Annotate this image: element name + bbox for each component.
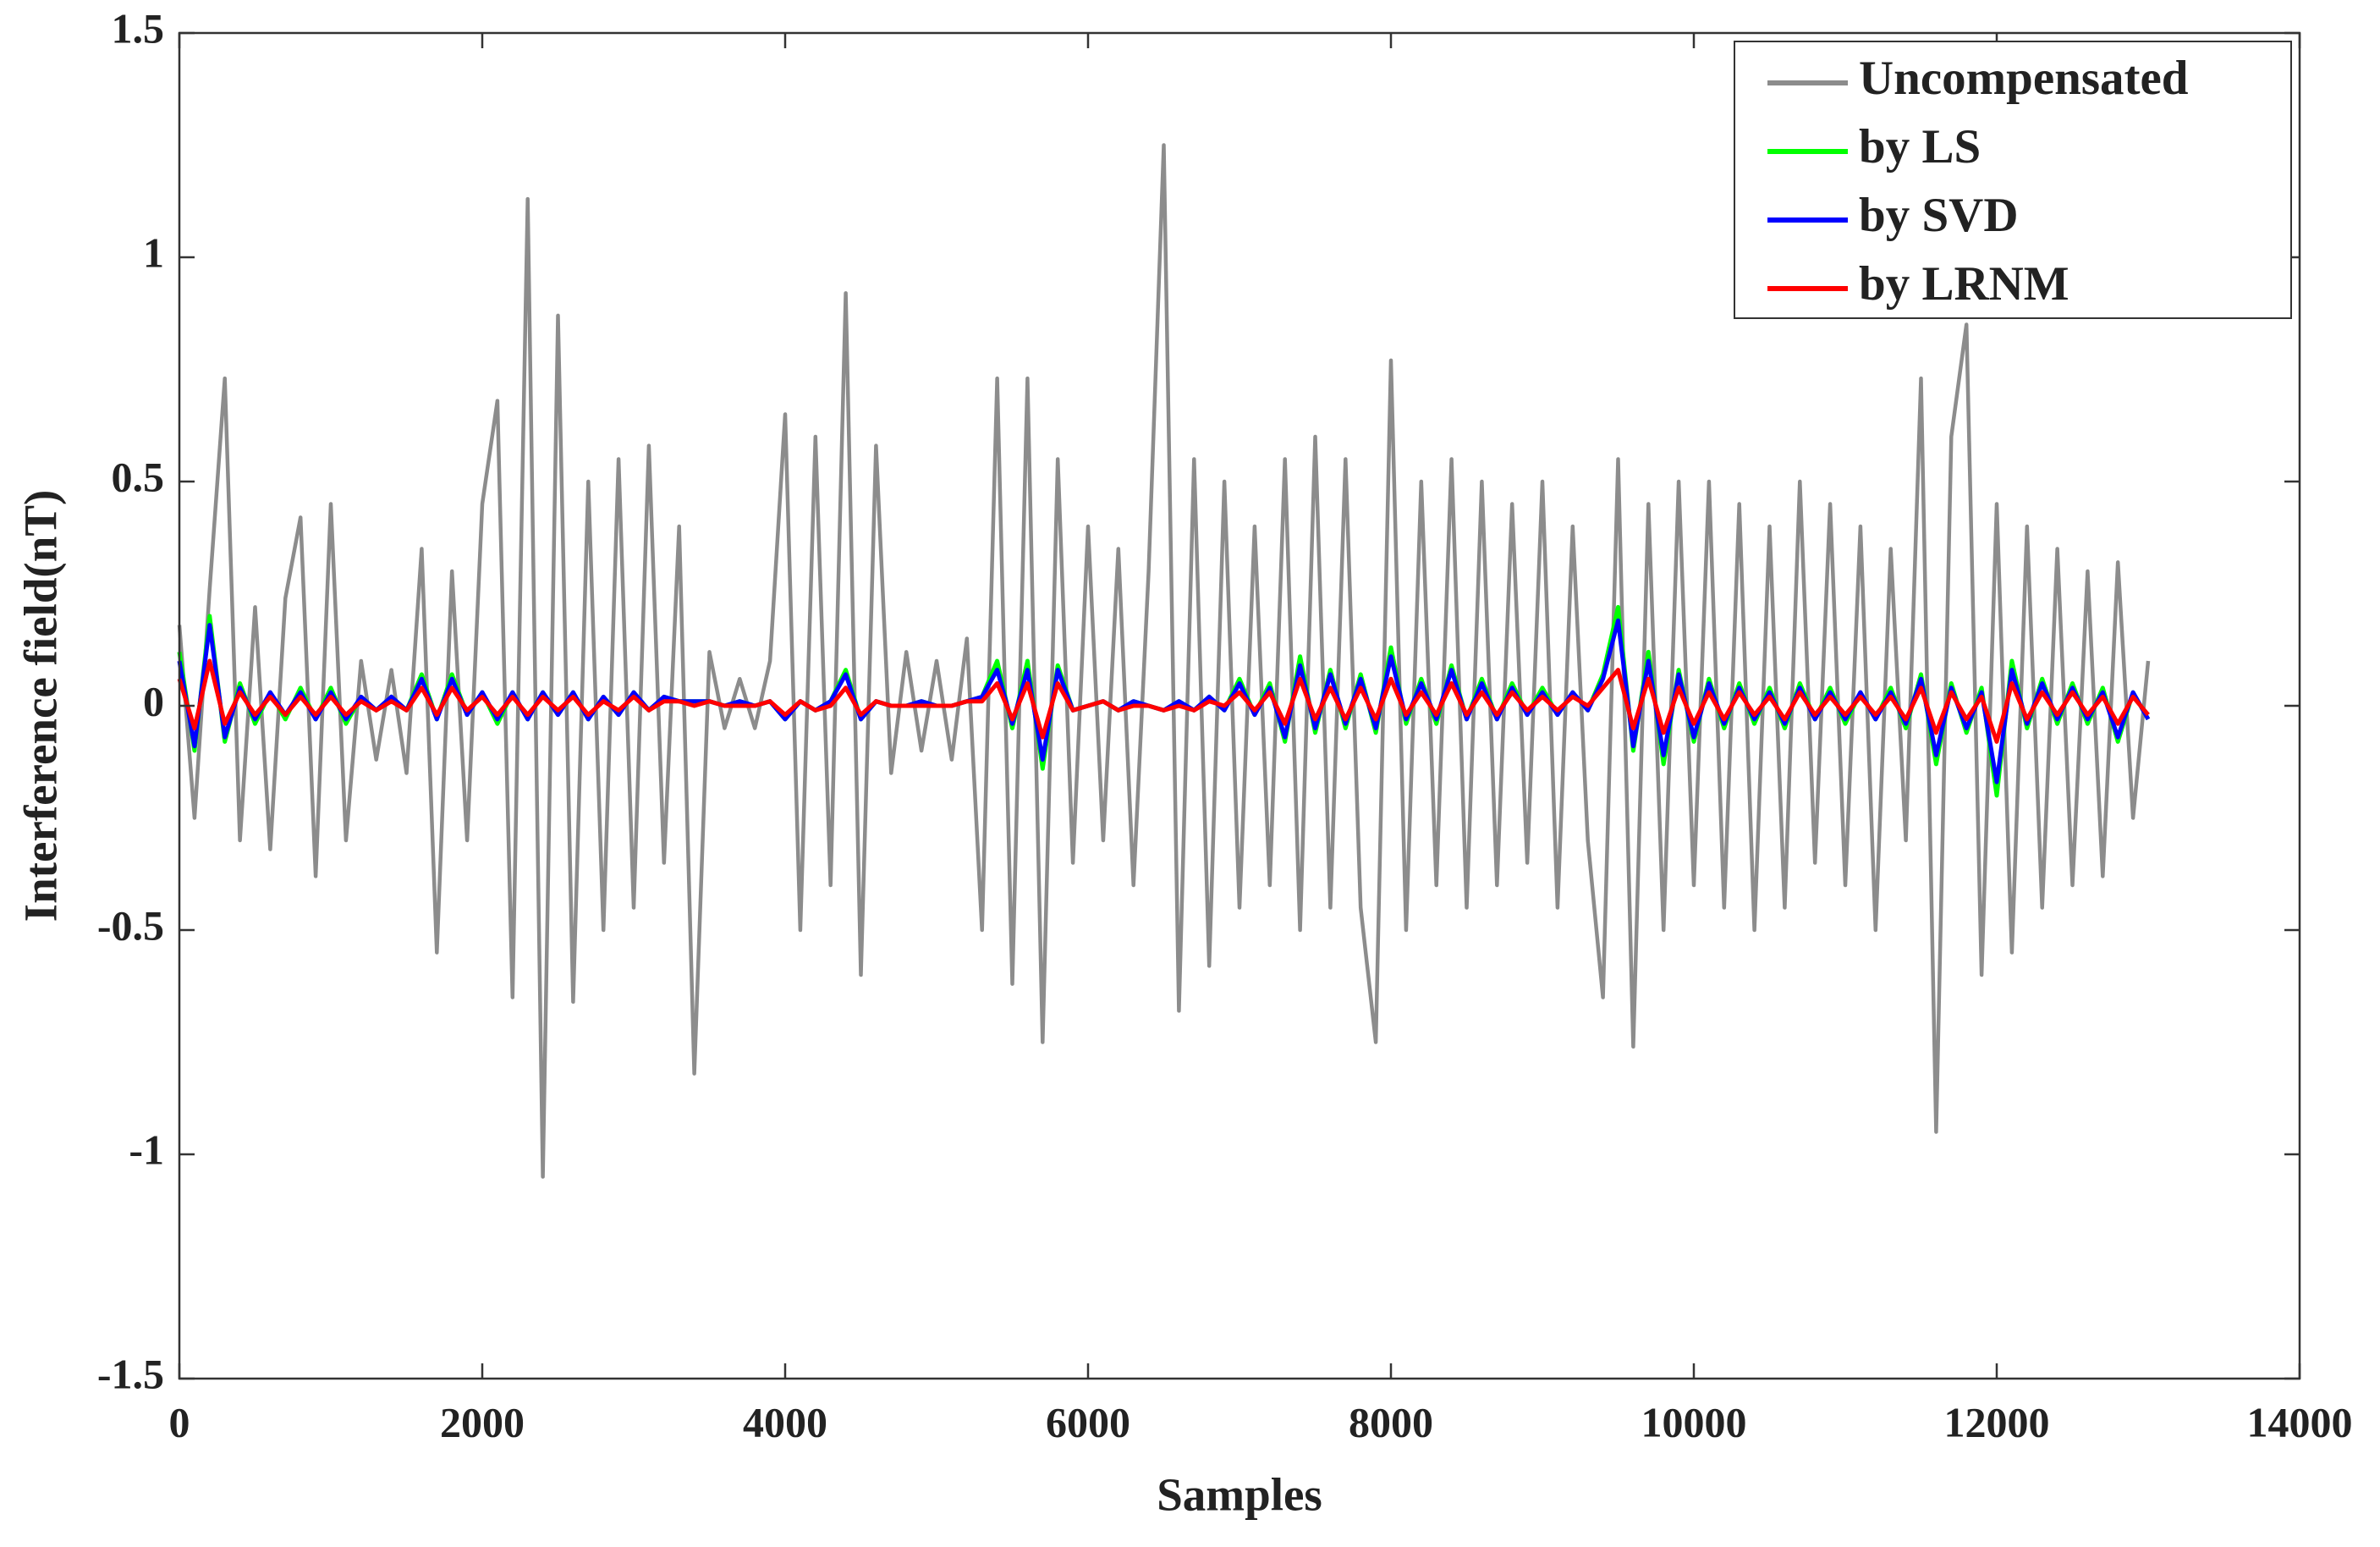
y-tick-label: 1 bbox=[143, 228, 164, 276]
x-tick-label: 0 bbox=[169, 1398, 190, 1445]
legend-box bbox=[1734, 41, 2292, 319]
legend-label: by SVD bbox=[1859, 189, 2018, 242]
y-tick-label: 0 bbox=[143, 677, 164, 724]
legend: Uncompensated by LS by SVD by LRNM bbox=[1734, 41, 2292, 319]
x-tick-label: 12000 bbox=[1944, 1398, 2050, 1445]
x-tick-label: 6000 bbox=[1046, 1398, 1130, 1445]
x-tick-label: 8000 bbox=[1349, 1398, 1433, 1445]
series-line bbox=[177, 143, 2151, 1179]
legend-label: by LRNM bbox=[1859, 257, 2069, 311]
y-tick-label: -1 bbox=[129, 1126, 164, 1173]
x-tick-label: 4000 bbox=[743, 1398, 827, 1445]
y-axis-title: Interference field(nT) bbox=[15, 490, 67, 922]
x-tick-label: 10000 bbox=[1641, 1398, 1747, 1445]
plot-lines bbox=[177, 143, 2151, 1179]
y-tick-label: -1.5 bbox=[97, 1350, 164, 1397]
y-tick-label: 1.5 bbox=[112, 4, 165, 52]
legend-label: Uncompensated bbox=[1859, 52, 2189, 105]
series-line bbox=[177, 658, 2150, 744]
axes: 0 2000 4000 6000 8000 10000 12000 14000 -1.5 -1 -0… bbox=[97, 4, 2353, 1445]
y-tick-label: 0.5 bbox=[112, 453, 165, 500]
legend-label: by LS bbox=[1859, 120, 1981, 173]
x-axis-title: Samples bbox=[1157, 1469, 1322, 1521]
x-tick-label: 2000 bbox=[440, 1398, 525, 1445]
y-tick-label: -0.5 bbox=[97, 901, 164, 949]
x-tick-label: 14000 bbox=[2247, 1398, 2353, 1445]
